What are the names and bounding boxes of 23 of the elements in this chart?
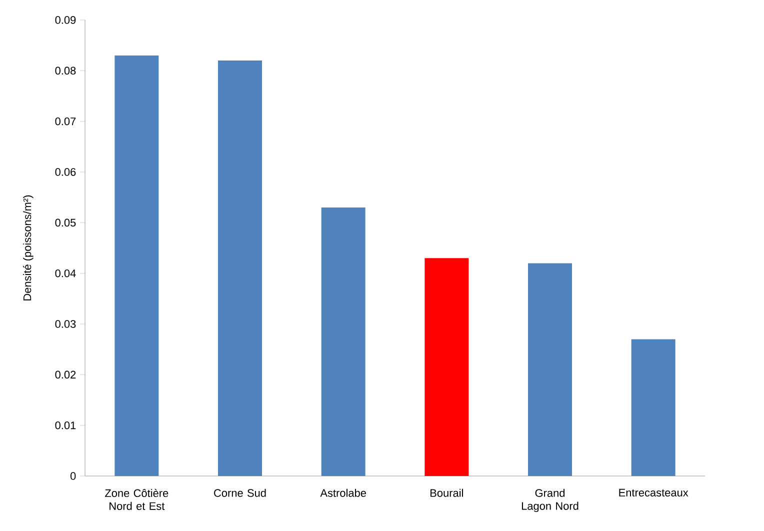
- x-tick-label: Zone Côtière Nord et Est: [105, 488, 168, 510]
- y-tick-label: 0.03: [55, 320, 76, 328]
- y-tick-label: 0.07: [55, 117, 76, 126]
- y-tick-label: 0.09: [55, 16, 76, 24]
- x-tick-label: Bourail: [430, 488, 463, 497]
- bar: [218, 60, 262, 476]
- y-tick-label: 0.02: [55, 370, 76, 379]
- y-tick-label: 0.08: [55, 66, 76, 75]
- y-tick-label: 0.05: [55, 218, 76, 227]
- x-tick-label: Entrecasteaux: [619, 488, 688, 496]
- bar: [631, 339, 676, 476]
- y-tick-label: 0.06: [55, 168, 76, 176]
- x-tick-label: Grand Lagon Nord: [522, 488, 578, 512]
- bar: [424, 258, 469, 476]
- y-tick-label: 0.04: [55, 269, 76, 278]
- y-axis-title: Densité (poissons/m²): [22, 195, 34, 300]
- bar: [321, 207, 366, 476]
- bar: [114, 55, 159, 476]
- y-tick-label: 0: [70, 472, 76, 480]
- bar: [528, 263, 572, 476]
- y-tick-label: 0.01: [55, 421, 76, 430]
- x-tick-label: Corne Sud: [214, 488, 266, 497]
- x-tick-label: Astrolabe: [320, 488, 366, 497]
